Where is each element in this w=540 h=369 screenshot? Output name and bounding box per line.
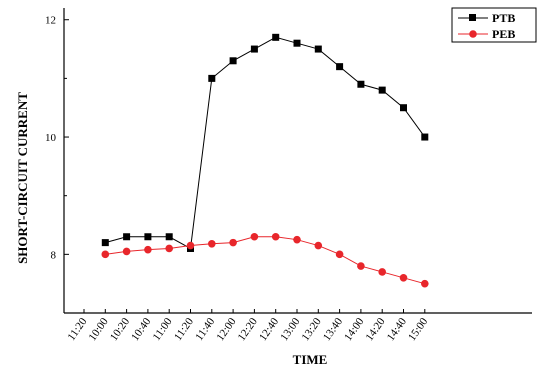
x-tick-label: 11:40	[193, 315, 217, 342]
x-tick-label: 14:20	[363, 315, 387, 343]
data-point-peb	[271, 232, 280, 241]
data-point-ptb	[272, 33, 280, 41]
x-tick-label: 11:20	[65, 315, 89, 342]
legend-box	[451, 7, 537, 43]
data-point-ptb	[293, 39, 301, 47]
legend-marker-ptb	[469, 14, 476, 21]
x-tick-label: 10:20	[108, 315, 132, 343]
data-point-ptb	[378, 86, 386, 94]
data-point-peb	[399, 274, 408, 282]
x-tick-label: 12:40	[257, 315, 281, 343]
data-point-ptb	[421, 133, 429, 141]
y-tick-label: 10	[45, 132, 57, 144]
data-point-ptb	[144, 233, 152, 241]
data-point-peb	[293, 235, 301, 244]
data-point-ptb	[250, 45, 258, 53]
data-point-peb	[378, 268, 387, 276]
x-tick-label: 12:00	[214, 315, 238, 343]
data-point-ptb	[400, 104, 407, 112]
x-tick-label: 10:00	[87, 315, 111, 343]
x-tick-label: 12:20	[236, 315, 260, 343]
x-tick-label: 13:40	[321, 315, 345, 343]
legend-marker-peb	[469, 30, 477, 38]
series-layer	[101, 33, 429, 288]
data-point-peb	[421, 279, 429, 288]
legend-label-ptb: PTB	[492, 11, 515, 25]
data-point-ptb	[165, 233, 173, 241]
series-line-ptb	[105, 36, 426, 250]
data-point-ptb	[123, 233, 131, 241]
data-point-peb	[165, 244, 173, 253]
x-axis-title: TIME	[293, 352, 328, 367]
x-tick-label: 14:00	[342, 315, 366, 343]
axes	[63, 8, 532, 314]
legend: PTB PEB	[451, 7, 537, 43]
y-axis-title: SHORT-CIRCUIT CURRENT	[15, 92, 30, 264]
data-point-peb	[335, 250, 344, 259]
x-tick-label: 13:20	[300, 315, 324, 343]
data-point-ptb	[208, 74, 216, 82]
y-tick-label: 12	[45, 15, 56, 27]
data-point-peb	[314, 241, 323, 250]
x-tick-label: 15:00	[406, 315, 430, 343]
tick-group: 8101211:2010:0010:2010:4011:0011:2011:40…	[45, 15, 431, 344]
data-point-ptb	[357, 80, 365, 88]
y-tick-label: 8	[51, 249, 57, 261]
data-point-peb	[122, 247, 131, 256]
data-point-peb	[357, 262, 365, 270]
data-point-peb	[144, 245, 152, 254]
data-point-peb	[101, 250, 110, 259]
series-line-peb	[105, 236, 425, 285]
x-tick-label: 11:20	[172, 315, 196, 342]
x-tick-label: 14:40	[385, 315, 409, 343]
data-point-ptb	[314, 45, 322, 53]
data-point-ptb	[101, 239, 109, 247]
legend-label-peb: PEB	[492, 27, 515, 41]
data-point-peb	[186, 241, 195, 250]
data-point-ptb	[229, 57, 237, 65]
x-tick-label: 11:00	[151, 315, 175, 342]
x-tick-label: 13:00	[278, 315, 302, 343]
data-point-peb	[229, 238, 237, 247]
x-tick-label: 10:40	[129, 315, 153, 343]
data-point-peb	[208, 239, 216, 248]
data-point-peb	[250, 232, 259, 241]
data-point-ptb	[336, 63, 344, 71]
